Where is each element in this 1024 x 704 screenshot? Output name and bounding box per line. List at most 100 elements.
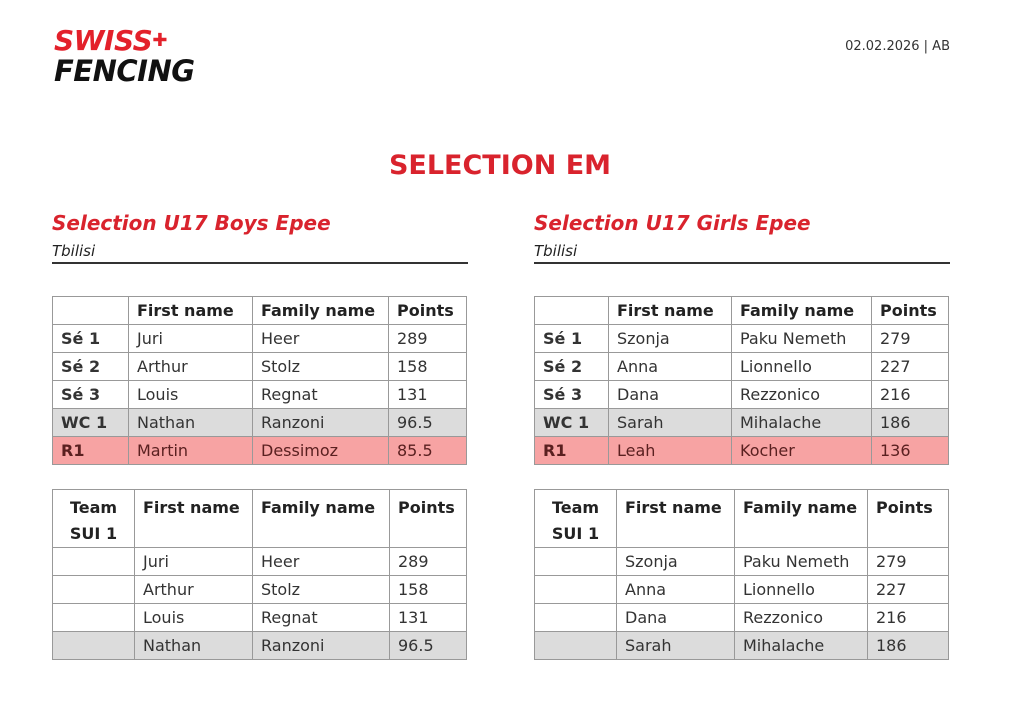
table-row: Sé 2 Anna Lionnello 227 bbox=[534, 352, 949, 381]
first-name-cell: Szonja bbox=[616, 547, 735, 576]
table-row: Dana Rezzonico 216 bbox=[534, 603, 949, 632]
points-cell: 96.5 bbox=[388, 408, 467, 437]
family-name-cell: Lionnello bbox=[731, 352, 872, 381]
first-name-cell: Anna bbox=[616, 575, 735, 604]
points-cell: 96.5 bbox=[389, 631, 467, 660]
column-header: First name bbox=[616, 489, 735, 548]
points-cell: 289 bbox=[389, 547, 467, 576]
column-header: Team SUI 1 bbox=[52, 489, 135, 548]
label-cell bbox=[52, 631, 135, 660]
label-cell bbox=[534, 631, 617, 660]
family-name-cell: Mihalache bbox=[731, 408, 872, 437]
family-name-cell: Rezzonico bbox=[734, 603, 868, 632]
first-name-cell: Sarah bbox=[608, 408, 732, 437]
family-name-cell: Ranzoni bbox=[252, 408, 389, 437]
table-row: Arthur Stolz 158 bbox=[52, 575, 467, 604]
first-name-cell: Dana bbox=[608, 380, 732, 409]
family-name-cell: Stolz bbox=[252, 352, 389, 381]
table-row: Louis Regnat 131 bbox=[52, 603, 467, 632]
table-row: Anna Lionnello 227 bbox=[534, 575, 949, 604]
first-name-cell: Arthur bbox=[134, 575, 253, 604]
column-header bbox=[52, 296, 129, 325]
points-cell: 279 bbox=[871, 324, 949, 353]
boys-section: Selection U17 Boys Epee Tbilisi bbox=[52, 208, 468, 264]
family-name-cell: Heer bbox=[252, 547, 390, 576]
table-row: WC 1 Nathan Ranzoni 96.5 bbox=[52, 408, 467, 437]
points-cell: 227 bbox=[871, 352, 949, 381]
girls-section: Selection U17 Girls Epee Tbilisi bbox=[534, 208, 950, 264]
column-header: Family name bbox=[252, 489, 390, 548]
label-cell: Sé 2 bbox=[534, 352, 609, 381]
header-row: First name Family name Points bbox=[534, 296, 949, 325]
first-name-cell: Louis bbox=[128, 380, 253, 409]
family-name-cell: Ranzoni bbox=[252, 631, 390, 660]
label-cell bbox=[534, 603, 617, 632]
column-header: First name bbox=[128, 296, 253, 325]
selection-table: First name Family name Points Sé 1 Szonja Pak… bbox=[534, 296, 949, 465]
first-name-cell: Sarah bbox=[616, 631, 735, 660]
points-cell: 131 bbox=[388, 380, 467, 409]
header-row: Team SUI 1 First name Family name Points bbox=[534, 489, 949, 548]
first-name-cell: Arthur bbox=[128, 352, 253, 381]
table-row: Sé 2 Arthur Stolz 158 bbox=[52, 352, 467, 381]
family-name-cell: Kocher bbox=[731, 436, 872, 465]
points-cell: 131 bbox=[389, 603, 467, 632]
section-heading: Selection U17 Girls Epee bbox=[534, 211, 811, 235]
first-name-cell: Szonja bbox=[608, 324, 732, 353]
label-cell bbox=[52, 547, 135, 576]
header-row: First name Family name Points bbox=[52, 296, 467, 325]
label-cell bbox=[534, 547, 617, 576]
page-title: SELECTION EM bbox=[388, 150, 612, 181]
first-name-cell: Dana bbox=[616, 603, 735, 632]
team-table: Team SUI 1 First name Family name Points Jur… bbox=[52, 489, 467, 660]
table-row: Sé 3 Louis Regnat 131 bbox=[52, 380, 467, 409]
first-name-cell: Nathan bbox=[128, 408, 253, 437]
table-row: Sé 3 Dana Rezzonico 216 bbox=[534, 380, 949, 409]
first-name-cell: Louis bbox=[134, 603, 253, 632]
table-row: R1 Leah Kocher 136 bbox=[534, 436, 949, 465]
label-cell: WC 1 bbox=[52, 408, 129, 437]
document-date: 02.02.2026 | AB bbox=[845, 39, 950, 54]
label-cell: R1 bbox=[534, 436, 609, 465]
label-cell: Sé 1 bbox=[534, 324, 609, 353]
label-cell bbox=[534, 575, 617, 604]
points-cell: 186 bbox=[867, 631, 949, 660]
column-header: Family name bbox=[731, 296, 872, 325]
first-name-cell: Nathan bbox=[134, 631, 253, 660]
column-header: Team SUI 1 bbox=[534, 489, 617, 548]
table-row: WC 1 Sarah Mihalache 186 bbox=[534, 408, 949, 437]
points-cell: 216 bbox=[871, 380, 949, 409]
location: Tbilisi bbox=[534, 238, 950, 264]
label-cell: WC 1 bbox=[534, 408, 609, 437]
label-cell bbox=[52, 603, 135, 632]
table-row: Sarah Mihalache 186 bbox=[534, 631, 949, 660]
first-name-cell: Leah bbox=[608, 436, 732, 465]
family-name-cell: Lionnello bbox=[734, 575, 868, 604]
first-name-cell: Martin bbox=[128, 436, 253, 465]
table-row: Sé 1 Juri Heer 289 bbox=[52, 324, 467, 353]
table-row: Nathan Ranzoni 96.5 bbox=[52, 631, 467, 660]
family-name-cell: Regnat bbox=[252, 380, 389, 409]
first-name-cell: Juri bbox=[128, 324, 253, 353]
first-name-cell: Anna bbox=[608, 352, 732, 381]
header-row: Team SUI 1 First name Family name Points bbox=[52, 489, 467, 548]
family-name-cell: Rezzonico bbox=[731, 380, 872, 409]
swiss-cross-icon: ✚ bbox=[152, 30, 167, 51]
column-header: Family name bbox=[252, 296, 389, 325]
column-header: Points bbox=[871, 296, 949, 325]
family-name-cell: Paku Nemeth bbox=[734, 547, 868, 576]
family-name-cell: Paku Nemeth bbox=[731, 324, 872, 353]
column-header bbox=[534, 296, 609, 325]
label-cell bbox=[52, 575, 135, 604]
points-cell: 85.5 bbox=[388, 436, 467, 465]
column-header: Points bbox=[867, 489, 949, 548]
label-cell: Sé 3 bbox=[52, 380, 129, 409]
location: Tbilisi bbox=[52, 238, 468, 264]
family-name-cell: Dessimoz bbox=[252, 436, 389, 465]
family-name-cell: Heer bbox=[252, 324, 389, 353]
label-cell: R1 bbox=[52, 436, 129, 465]
team-table: Team SUI 1 First name Family name Points Szo… bbox=[534, 489, 949, 660]
label-cell: Sé 1 bbox=[52, 324, 129, 353]
first-name-cell: Juri bbox=[134, 547, 253, 576]
swiss-fencing-logo: SWISS✚ FENCING bbox=[54, 24, 195, 88]
